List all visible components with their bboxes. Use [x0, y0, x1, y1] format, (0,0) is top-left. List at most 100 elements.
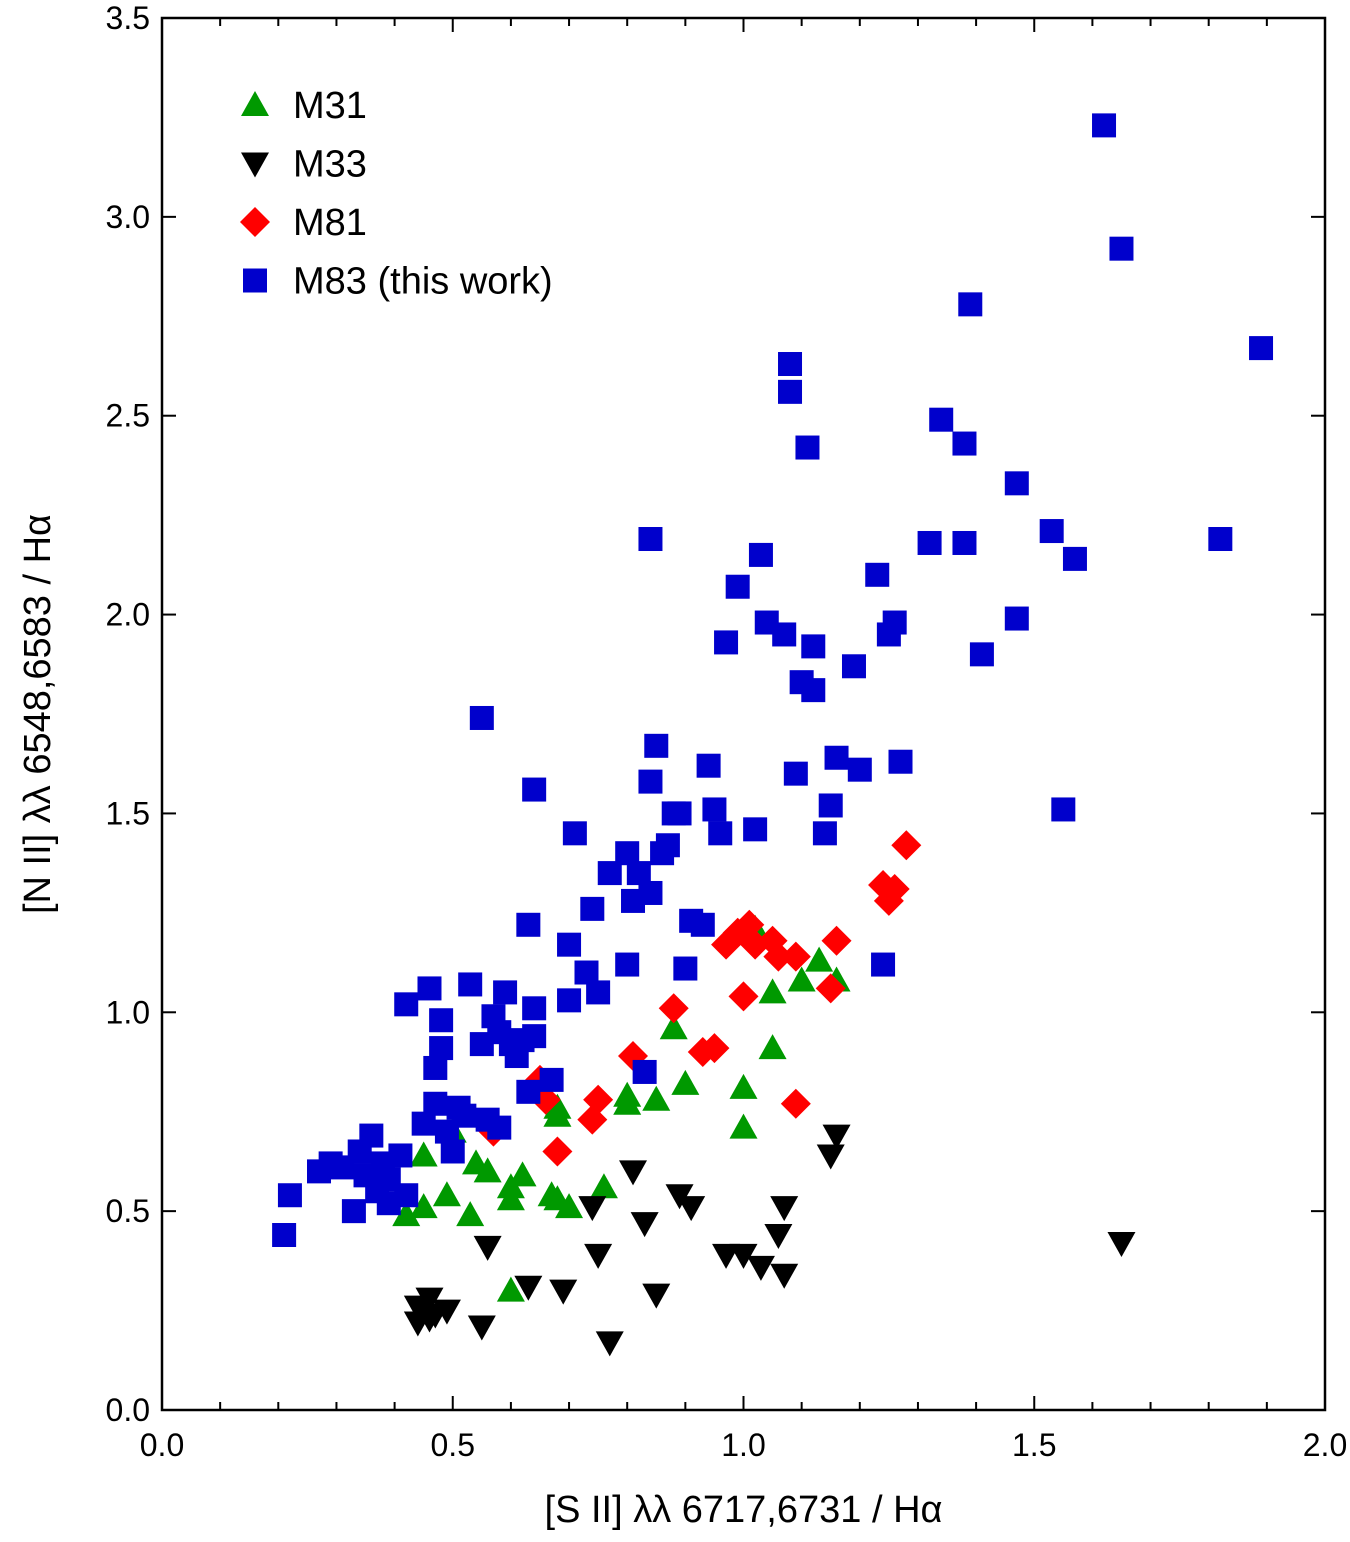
- m33-point: [677, 1196, 706, 1222]
- data-points: [272, 113, 1274, 1357]
- m31-point: [392, 1201, 421, 1227]
- m83-this-work-point: [708, 821, 733, 846]
- m33-point: [822, 1124, 851, 1150]
- m83-this-work-point: [522, 996, 547, 1021]
- m31-point: [659, 1014, 688, 1040]
- m83-this-work-point: [801, 634, 826, 659]
- m83-this-work-point: [969, 642, 994, 667]
- x-tick-label: 0.0: [140, 1427, 184, 1463]
- m83-this-work-point: [638, 880, 663, 905]
- m33-point: [415, 1287, 444, 1313]
- m83-this-work-point: [615, 952, 640, 977]
- m83-this-work-point: [487, 1115, 512, 1140]
- m83-this-work-point: [1039, 519, 1064, 544]
- m83-this-work-point: [952, 530, 977, 555]
- m33-point: [729, 1243, 758, 1269]
- m81-point: [891, 830, 922, 861]
- legend: M31 M33 M81 M83 (this work): [240, 85, 553, 303]
- m83-this-work-point: [696, 753, 721, 778]
- m83-this-work-point: [429, 1036, 454, 1061]
- y-tick-label: 0.0: [106, 1392, 150, 1428]
- m83-this-work-point: [917, 530, 942, 555]
- m81-point: [879, 873, 910, 904]
- m81-point: [780, 941, 811, 972]
- x-tick-label: 0.5: [431, 1427, 475, 1463]
- m33-point: [770, 1263, 799, 1289]
- m83-this-work-point: [394, 1183, 419, 1208]
- m81-point: [699, 1033, 730, 1064]
- y-tick-label: 3.0: [106, 199, 150, 235]
- x-axis-label: [S II] λλ 6717,6731 / Hα: [545, 1489, 943, 1531]
- m83-this-work-point: [522, 777, 547, 802]
- m83-this-work-point: [562, 821, 587, 846]
- m83-this-work-point: [929, 407, 954, 432]
- m83-this-work-point: [586, 980, 611, 1005]
- m83-this-work-point: [824, 745, 849, 770]
- m83-this-work-point: [958, 292, 983, 317]
- m83-this-work-point: [539, 1067, 564, 1092]
- m33-point: [816, 1144, 845, 1170]
- m83-this-work-point: [1062, 546, 1087, 571]
- m31-point: [589, 1173, 618, 1199]
- legend-marker-m83-this-work: [243, 268, 267, 293]
- m83-this-work-point: [783, 761, 808, 786]
- plot-frame: [160, 16, 1327, 1412]
- m31-point: [496, 1276, 525, 1302]
- legend-marker-m81: [240, 207, 270, 237]
- m83-this-work-point: [272, 1223, 297, 1248]
- m33-point: [514, 1275, 543, 1301]
- m83-this-work-point: [1092, 113, 1117, 138]
- tick-labels: 0.0 0.5 1.0 1.5 2.0 0.0 0.5 1.0 1.5 2.0 2.5 3.0 3.5: [106, 0, 1348, 1463]
- m83-this-work-point: [673, 956, 698, 981]
- m83-this-work-point: [1208, 527, 1233, 552]
- m83-this-work-point: [748, 542, 773, 567]
- m81-point: [821, 925, 852, 956]
- legend-label-m81: M81: [293, 202, 367, 244]
- m81-point: [542, 1136, 573, 1167]
- m31-point: [613, 1081, 642, 1107]
- m83-this-work-point: [772, 622, 797, 647]
- m83-this-work-point: [812, 821, 837, 846]
- m33-point: [473, 1235, 502, 1261]
- m83-this-work-point: [341, 1199, 366, 1224]
- m31-point: [642, 1085, 671, 1111]
- m31-point: [671, 1069, 700, 1095]
- y-tick-label: 3.5: [106, 0, 150, 36]
- m83-this-work-point: [1249, 336, 1274, 361]
- m31-point: [473, 1157, 502, 1183]
- m31-point: [409, 1193, 438, 1219]
- y-axis-label: [N II] λλ 6548,6583 / Hα: [17, 514, 59, 914]
- m83-this-work-point: [429, 1008, 454, 1033]
- m83-this-work-point: [557, 932, 582, 957]
- m33-point: [746, 1255, 775, 1281]
- m33-point: [578, 1196, 607, 1222]
- y-tick-label: 0.5: [106, 1193, 150, 1229]
- y-tick-label: 1.0: [106, 994, 150, 1030]
- m83-this-work-point: [690, 912, 715, 937]
- m33-point: [619, 1160, 648, 1186]
- m33-point: [770, 1196, 799, 1222]
- m31-point: [508, 1161, 537, 1187]
- x-tick-label: 1.5: [1012, 1427, 1056, 1463]
- m83-this-work-point: [743, 817, 768, 842]
- m33-point: [764, 1224, 793, 1250]
- m83-this-work-point: [795, 435, 820, 460]
- m81-point: [728, 981, 759, 1012]
- m31-point: [787, 966, 816, 992]
- m83-this-work-point: [516, 1079, 541, 1104]
- m83-this-work-point: [702, 797, 727, 822]
- m83-this-work-point: [493, 980, 518, 1005]
- m83-this-work-point: [1004, 606, 1029, 631]
- m33-point: [467, 1315, 496, 1341]
- m31-point: [758, 978, 787, 1004]
- m31-point: [729, 1073, 758, 1099]
- y-tick-label: 2.5: [106, 398, 150, 434]
- m33-point: [595, 1331, 624, 1357]
- m83-this-work-point: [359, 1123, 384, 1148]
- m83-this-work-point: [417, 976, 442, 1001]
- m81-point: [583, 1084, 614, 1115]
- m83-this-work-point: [644, 733, 669, 758]
- m83-this-work-point: [557, 988, 582, 1013]
- m31-point: [409, 1141, 438, 1167]
